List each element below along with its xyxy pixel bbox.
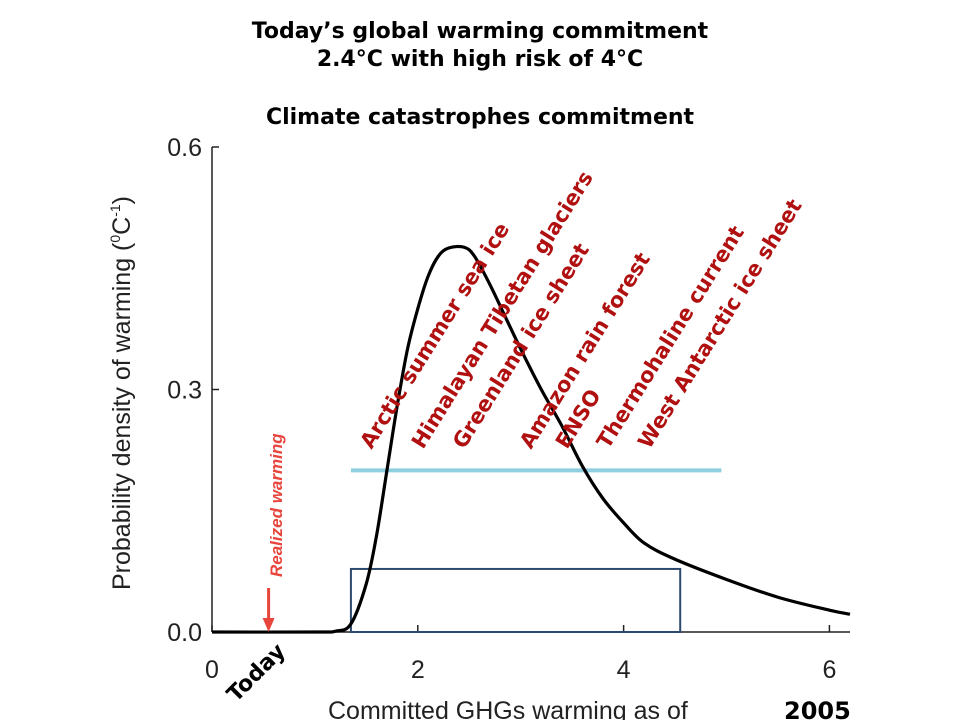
chart-marks <box>211 244 851 634</box>
x-axis-year: 2005 <box>784 697 851 720</box>
y-tick-label: 0.0 <box>167 619 202 647</box>
tick-labels: 0.0 0.3 0.6 0 2 4 6 <box>167 134 836 684</box>
x-tick-label: 0 <box>205 656 219 684</box>
y-tick-label: 0.6 <box>167 134 202 162</box>
x-axis-title: Committed GHGs warming as of <box>328 697 688 720</box>
realized-warming-annotation: Realized warming <box>267 433 286 577</box>
y-axis-title: Probability density of warming (0C-1) <box>107 196 136 590</box>
title-line-2: 2.4°C with high risk of 4°C <box>316 47 644 72</box>
axes <box>211 146 850 633</box>
today-label: Today <box>223 639 291 707</box>
x-tick-label: 4 <box>617 656 631 684</box>
title-line-1: Today’s global warming commitment <box>251 19 709 44</box>
chart-title: Today’s global warming commitment 2.4°C … <box>0 18 960 74</box>
y-tick-label: 0.3 <box>167 377 202 405</box>
probability-density-curve <box>211 244 851 634</box>
chart-subtitle: Climate catastrophes commitment <box>265 105 695 130</box>
committed-range-box <box>349 567 682 634</box>
x-tick-label: 6 <box>822 656 836 684</box>
x-tick-label: 2 <box>411 656 425 684</box>
today-arrow-head <box>262 618 275 632</box>
